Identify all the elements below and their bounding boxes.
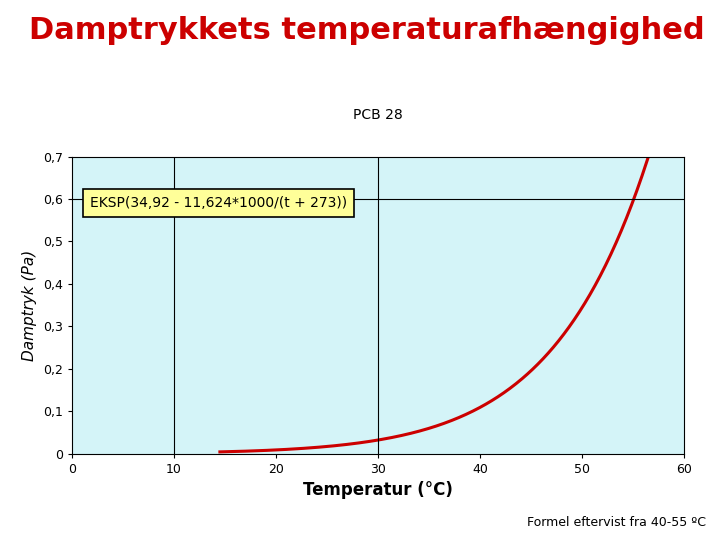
X-axis label: Temperatur (°C): Temperatur (°C) [303,481,453,499]
Text: Formel eftervist fra 40-55 ºC: Formel eftervist fra 40-55 ºC [526,516,706,529]
Text: PCB 28: PCB 28 [353,108,403,122]
Y-axis label: Damptryk (Pa): Damptryk (Pa) [22,249,37,361]
Text: EKSP(34,92 - 11,624*1000/(t + 273)): EKSP(34,92 - 11,624*1000/(t + 273)) [91,195,348,210]
Text: Damptrykkets temperaturafhængighed: Damptrykkets temperaturafhængighed [29,16,704,45]
